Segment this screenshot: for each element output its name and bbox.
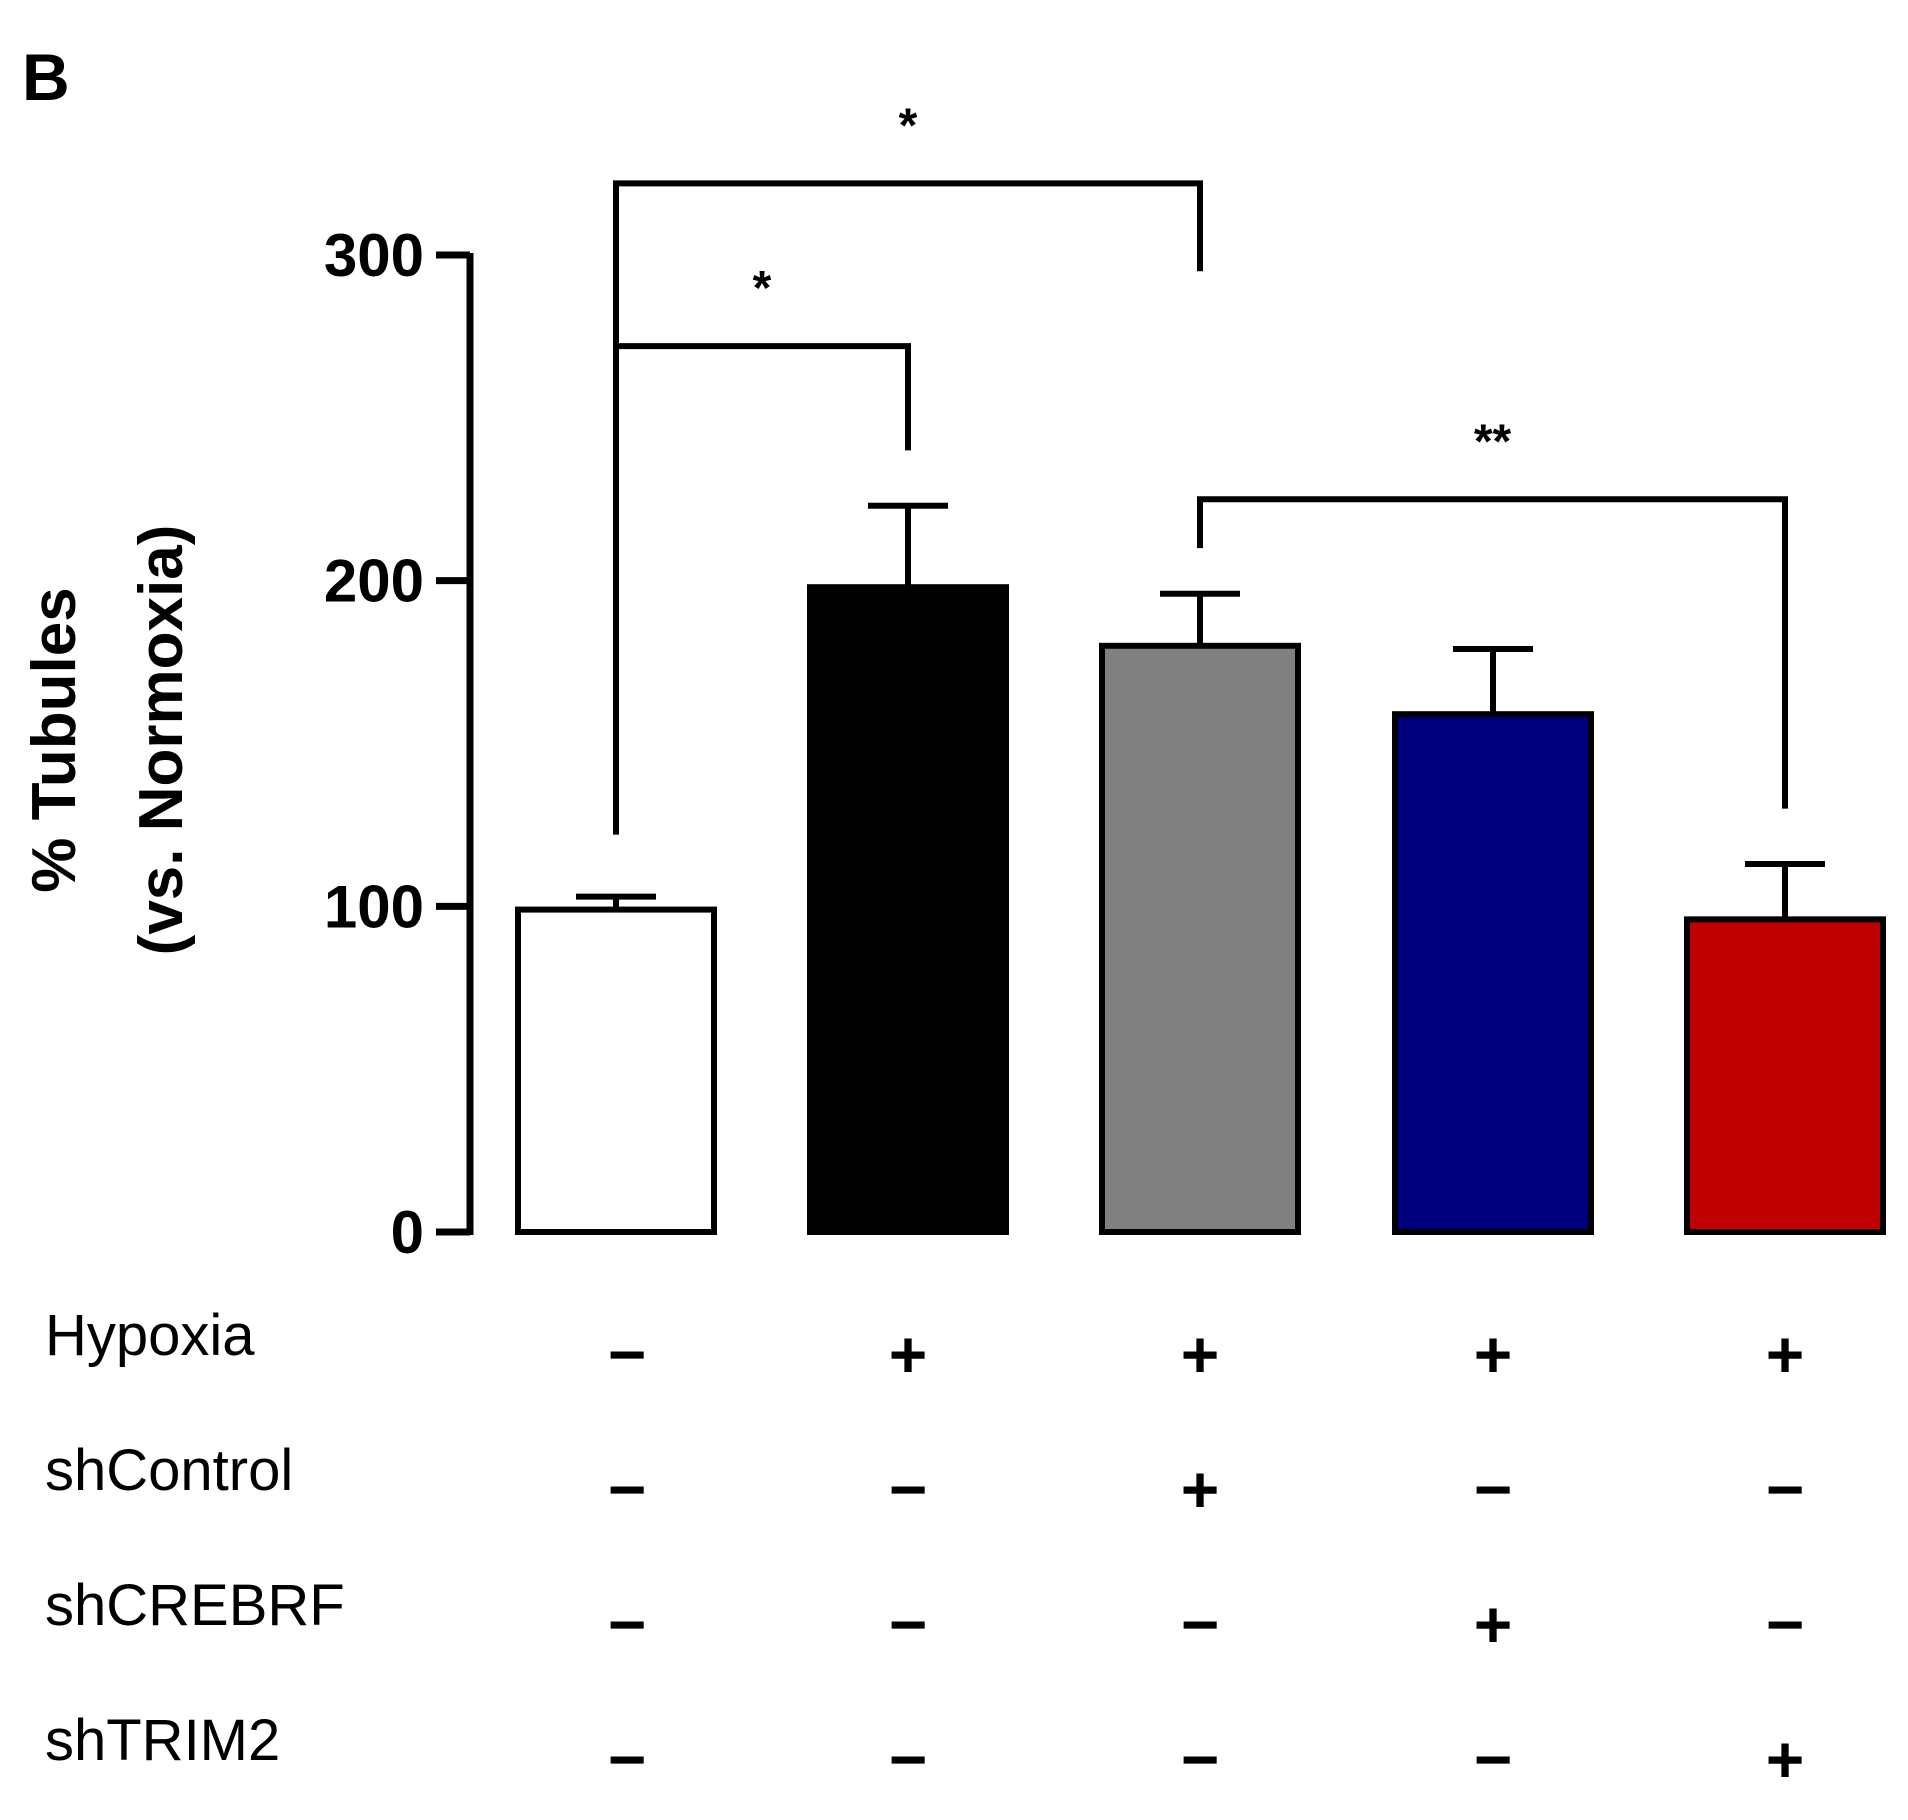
condition-sign: − — [1766, 1452, 1805, 1526]
y-tick-label: 300 — [324, 222, 424, 289]
condition-sign: − — [1474, 1452, 1513, 1526]
condition-sign: + — [1474, 1587, 1513, 1661]
condition-sign: − — [1474, 1722, 1513, 1796]
y-axis-title: % Tubules (vs. Normoxia) — [20, 525, 196, 956]
significance-label: ** — [1474, 415, 1512, 468]
bars — [515, 584, 1886, 1236]
significance-label: * — [899, 99, 918, 152]
condition-sign: + — [1474, 1317, 1513, 1391]
y-tick-label: 0 — [391, 1199, 424, 1266]
bar — [807, 584, 1009, 1235]
significance-brackets: **** — [613, 99, 1788, 835]
condition-sign: − — [1181, 1722, 1220, 1796]
y-axis-title-line2: (vs. Normoxia) — [127, 525, 196, 956]
bar — [1392, 711, 1594, 1235]
condition-row-label: Hypoxia — [45, 1303, 255, 1368]
condition-sign: − — [1181, 1587, 1220, 1661]
condition-row: Hypoxia − + + + + — [45, 1303, 1804, 1391]
condition-sign: + — [1181, 1317, 1220, 1391]
condition-sign: + — [1766, 1317, 1805, 1391]
condition-sign: − — [608, 1452, 647, 1526]
y-axis-title-line1: % Tubules — [20, 587, 89, 892]
significance-bracket — [613, 343, 911, 829]
bar — [515, 906, 717, 1236]
condition-sign: − — [889, 1722, 928, 1796]
condition-table: Hypoxia − + + + +shControl − − + − −shCREBRF − − − + −s… — [45, 1303, 1804, 1796]
condition-row: shTRIM2 − − − − + — [45, 1708, 1804, 1796]
condition-sign: − — [889, 1452, 928, 1526]
condition-row-label: shCREBRF — [45, 1573, 345, 1638]
bar — [1684, 916, 1886, 1235]
condition-sign: + — [889, 1317, 928, 1391]
condition-row: shControl − − + − − — [45, 1438, 1804, 1526]
condition-row: shCREBRF − − − + − — [45, 1573, 1804, 1661]
condition-sign: − — [608, 1722, 647, 1796]
y-tick-label: 100 — [324, 873, 424, 940]
condition-sign: + — [1766, 1722, 1805, 1796]
condition-row-label: shControl — [45, 1438, 293, 1503]
condition-sign: − — [1766, 1587, 1805, 1661]
significance-label: * — [753, 262, 772, 315]
condition-sign: − — [608, 1587, 647, 1661]
condition-sign: − — [608, 1317, 647, 1391]
condition-sign: − — [889, 1587, 928, 1661]
y-axis: 0 100 200 300 — [324, 222, 474, 1266]
condition-row-label: shTRIM2 — [45, 1708, 280, 1773]
y-tick-label: 200 — [324, 548, 424, 615]
bar — [1099, 642, 1301, 1235]
significance-bracket — [1197, 496, 1788, 809]
condition-sign: + — [1181, 1452, 1220, 1526]
panel-label: B — [22, 40, 70, 114]
error-bars — [576, 502, 1825, 920]
